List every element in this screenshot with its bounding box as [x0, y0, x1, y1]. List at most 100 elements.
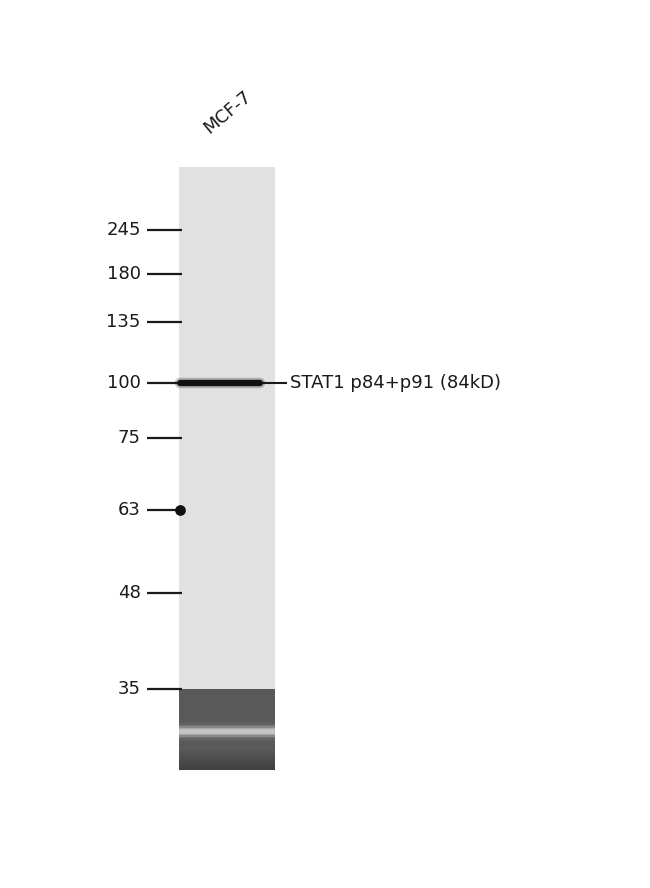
Bar: [179, 664, 275, 666]
Bar: [179, 307, 275, 310]
Bar: [179, 344, 275, 345]
Bar: [179, 637, 275, 639]
Bar: [179, 236, 275, 239]
Bar: [179, 607, 275, 609]
Bar: [179, 275, 275, 278]
Bar: [179, 506, 275, 508]
Bar: [179, 646, 275, 648]
Bar: [179, 647, 275, 649]
Bar: [179, 708, 275, 710]
Bar: [179, 251, 275, 254]
Bar: [179, 502, 275, 503]
Bar: [179, 424, 275, 427]
Bar: [179, 289, 275, 291]
Bar: [179, 231, 275, 233]
Bar: [179, 315, 275, 317]
Bar: [179, 736, 275, 738]
Bar: [179, 368, 275, 369]
Bar: [179, 703, 275, 705]
Bar: [179, 670, 275, 672]
Bar: [179, 513, 275, 516]
Text: 48: 48: [118, 584, 140, 602]
Bar: [179, 630, 275, 633]
Bar: [179, 203, 275, 206]
Bar: [179, 446, 275, 448]
Bar: [179, 468, 275, 471]
Bar: [179, 584, 275, 586]
Bar: [179, 474, 275, 477]
Bar: [179, 179, 275, 182]
Bar: [179, 172, 275, 174]
Bar: [179, 479, 275, 481]
Bar: [179, 207, 275, 209]
Bar: [179, 426, 275, 428]
Bar: [179, 715, 275, 718]
Bar: [179, 290, 275, 293]
Bar: [179, 598, 275, 599]
Bar: [179, 320, 275, 321]
Bar: [179, 305, 275, 308]
Bar: [179, 605, 275, 607]
Bar: [179, 246, 275, 248]
Bar: [179, 331, 275, 334]
Text: 245: 245: [106, 220, 140, 239]
Bar: [179, 691, 275, 694]
Bar: [179, 763, 275, 765]
Bar: [179, 543, 275, 545]
Bar: [179, 414, 275, 416]
Bar: [179, 188, 275, 191]
Bar: [179, 223, 275, 226]
Bar: [179, 762, 275, 764]
Bar: [179, 283, 275, 285]
Bar: [179, 300, 275, 302]
Bar: [179, 565, 275, 567]
Bar: [179, 730, 275, 733]
Bar: [179, 611, 275, 614]
Bar: [179, 702, 275, 703]
Bar: [179, 723, 275, 725]
Bar: [179, 238, 275, 241]
Bar: [179, 360, 275, 362]
Bar: [179, 266, 275, 269]
Bar: [179, 600, 275, 603]
Bar: [179, 234, 275, 236]
Bar: [179, 409, 275, 412]
Bar: [179, 622, 275, 624]
Text: 35: 35: [118, 680, 140, 698]
Bar: [179, 519, 275, 521]
Bar: [179, 325, 275, 328]
Bar: [179, 580, 275, 582]
Bar: [179, 420, 275, 423]
Bar: [179, 515, 275, 517]
Bar: [179, 767, 275, 770]
Bar: [179, 413, 275, 415]
Text: 63: 63: [118, 501, 140, 519]
Bar: [179, 654, 275, 657]
Bar: [179, 384, 275, 386]
Bar: [179, 688, 275, 690]
Bar: [179, 734, 275, 737]
Bar: [179, 327, 275, 329]
Bar: [179, 222, 275, 224]
Bar: [179, 511, 275, 512]
Bar: [179, 566, 275, 568]
Bar: [179, 477, 275, 480]
Bar: [179, 435, 275, 438]
Bar: [179, 346, 275, 349]
Bar: [179, 521, 275, 523]
Bar: [179, 240, 275, 242]
Bar: [179, 379, 275, 382]
Bar: [179, 742, 275, 744]
Bar: [179, 259, 275, 261]
Bar: [179, 639, 275, 642]
Bar: [179, 674, 275, 677]
Bar: [179, 258, 275, 260]
Bar: [179, 175, 275, 177]
Bar: [179, 673, 275, 675]
Bar: [179, 576, 275, 579]
Bar: [179, 336, 275, 338]
Bar: [179, 526, 275, 527]
Bar: [179, 641, 275, 644]
Bar: [179, 187, 275, 189]
Bar: [179, 630, 275, 631]
